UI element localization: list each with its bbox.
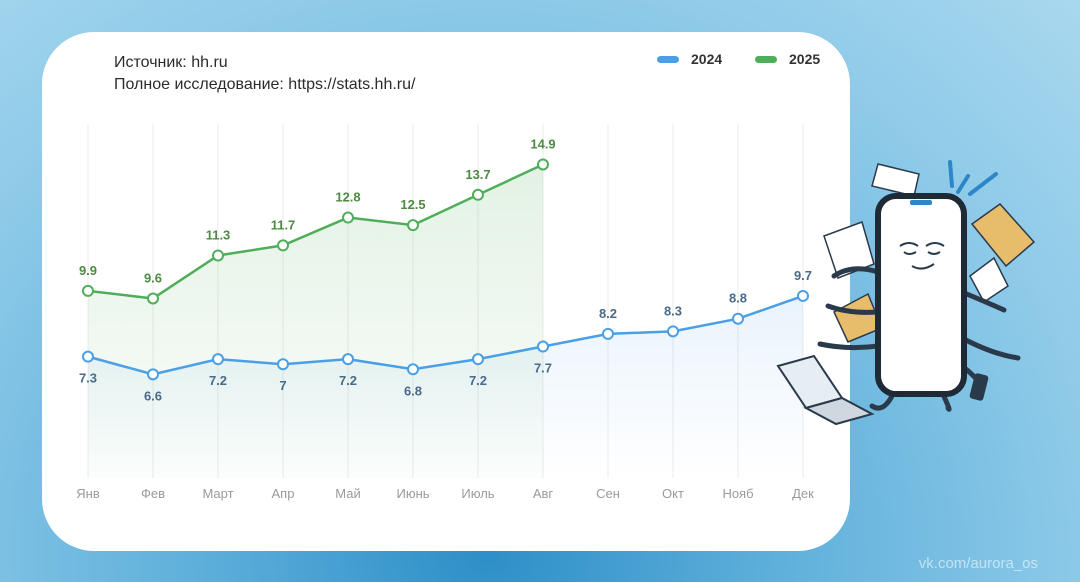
x-tick-label: Дек: [792, 486, 814, 501]
point-2025: [407, 219, 419, 232]
x-tick-label: Июль: [461, 486, 494, 501]
data-label-2024: 7.7: [534, 361, 552, 376]
legend-item-2024[interactable]: 2024: [657, 51, 722, 67]
source-line: Источник: hh.ru: [114, 54, 228, 71]
data-label-2024: 7.2: [209, 373, 227, 388]
point-2025: [212, 249, 224, 262]
paper-icon: [823, 221, 875, 279]
point-2024: [342, 353, 354, 366]
data-label-2024: 7.2: [469, 373, 487, 388]
data-label-2025: 9.9: [79, 263, 97, 278]
point-2024: [407, 363, 419, 376]
line-2025: [87, 163, 544, 300]
data-label-2024: 7: [279, 378, 286, 393]
mascot-illustration: [776, 160, 1036, 426]
x-tick-label: Июнь: [396, 486, 429, 501]
point-2024: [147, 368, 159, 381]
point-2025: [147, 292, 159, 305]
x-tick-label: Янв: [76, 486, 100, 501]
area-2025: [88, 164, 543, 478]
line-2024: [87, 294, 804, 376]
paper-icon: [969, 256, 1009, 304]
data-label-2024: 9.7: [794, 268, 812, 283]
x-tick-label: Сен: [596, 486, 620, 501]
point-2025: [277, 239, 289, 252]
data-label-2024: 8.2: [599, 306, 617, 321]
point-2025: [342, 211, 354, 224]
data-label-2024: 7.3: [79, 371, 97, 386]
point-2024: [277, 358, 289, 371]
point-2025: [537, 158, 549, 171]
data-label-2025: 14.9: [530, 136, 555, 151]
data-label-2025: 12.8: [335, 190, 360, 205]
point-2025: [82, 284, 94, 297]
x-tick-label: Март: [202, 486, 233, 501]
legend-swatch-2024: [657, 55, 679, 63]
point-2024: [667, 325, 679, 338]
phone-icon: [969, 373, 989, 401]
x-tick-label: Апр: [272, 486, 295, 501]
folder-icon: [833, 292, 883, 343]
watermark: vk.com/aurora_os: [918, 555, 1038, 572]
data-label-2025: 11.3: [206, 227, 231, 242]
legend-label-2024: 2024: [691, 51, 723, 67]
study-link[interactable]: Полное исследование: https://stats.hh.ru…: [114, 76, 416, 93]
data-label-2025: 13.7: [465, 167, 490, 182]
point-2024: [472, 353, 484, 366]
legend-swatch-2025: [755, 55, 777, 63]
legend-item-2025[interactable]: 2025: [755, 51, 820, 67]
paper-icon: [871, 163, 920, 197]
data-label-2024: 7.2: [339, 373, 357, 388]
data-label-2025: 12.5: [400, 197, 425, 212]
point-2024: [82, 350, 94, 363]
point-2024: [797, 289, 809, 302]
point-2024: [537, 340, 549, 353]
legend-label-2025: 2025: [789, 51, 821, 67]
mascot-body: [875, 193, 967, 397]
data-label-2024: 6.8: [404, 383, 422, 398]
x-tick-label: Фев: [141, 486, 165, 501]
point-2024: [212, 353, 224, 366]
folder-icon: [970, 202, 1036, 268]
x-tick-label: Авг: [533, 486, 554, 501]
point-2025: [472, 188, 484, 201]
data-label-2024: 6.6: [144, 388, 162, 403]
x-tick-label: Окт: [662, 486, 684, 501]
data-label-2025: 9.6: [144, 270, 162, 285]
point-2024: [732, 312, 744, 325]
data-label-2024: 8.8: [729, 291, 747, 306]
x-tick-label: Нояб: [722, 486, 753, 501]
point-2024: [602, 327, 614, 340]
data-label-2024: 8.3: [664, 303, 682, 318]
x-tick-label: Май: [335, 486, 360, 501]
data-label-2025: 11.7: [271, 217, 296, 232]
